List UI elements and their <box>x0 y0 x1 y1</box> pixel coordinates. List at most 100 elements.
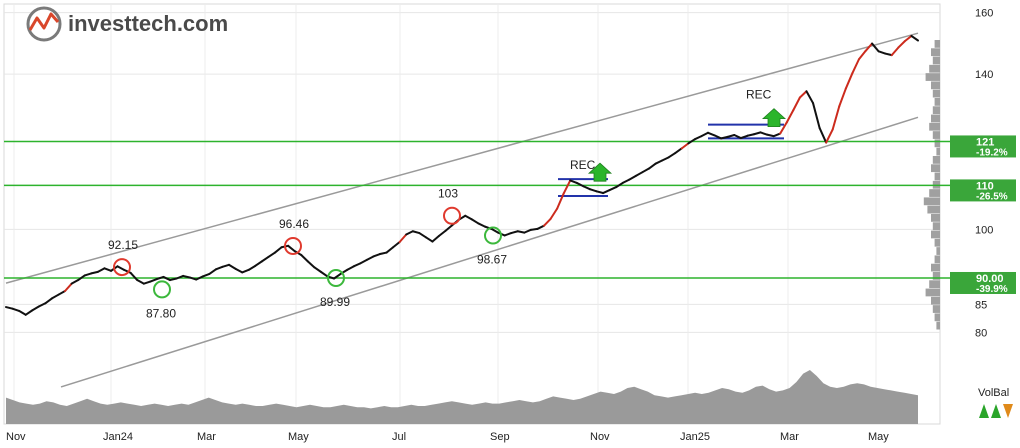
investtech-logo[interactable]: investtech.com <box>26 6 228 42</box>
bottom-marker <box>484 226 502 245</box>
top-value-label: 103 <box>438 187 458 201</box>
price-segment <box>871 42 880 53</box>
price-segment <box>142 280 152 285</box>
price-segment <box>529 227 539 231</box>
price-segment <box>116 265 126 271</box>
price-segment <box>188 276 198 281</box>
volume-profile-bar <box>934 40 940 48</box>
price-segment <box>877 50 887 55</box>
x-tick-label: Jan25 <box>680 431 710 443</box>
volume-profile-bar <box>932 305 940 313</box>
price-segment <box>201 272 211 278</box>
price-segment <box>890 46 900 57</box>
price-segment <box>857 50 867 61</box>
price-segment <box>621 178 631 184</box>
price-segment <box>287 244 296 253</box>
price-segment <box>785 109 795 124</box>
price-segment <box>346 265 355 271</box>
volume-label: VolBal <box>978 387 1009 399</box>
support-level-value: 121 <box>976 136 994 148</box>
price-segment <box>733 134 742 140</box>
price-segment <box>720 135 729 140</box>
price-segment <box>70 279 80 285</box>
price-segment <box>549 207 559 220</box>
price-segment <box>477 222 486 228</box>
price-segment <box>582 185 591 191</box>
price-segment <box>418 232 427 239</box>
volume-profile-bar <box>932 272 940 280</box>
volume-profile-bar <box>929 64 940 73</box>
price-segment <box>818 126 828 144</box>
top-marker <box>284 237 302 256</box>
price-segment <box>438 229 447 237</box>
price-segment <box>766 133 775 138</box>
price-segment <box>654 159 664 165</box>
price-segment <box>411 230 421 235</box>
volume-profile-bar <box>932 89 940 98</box>
volume-profile-bar <box>931 214 940 222</box>
volume-profile-bar <box>932 56 940 65</box>
price-segment <box>385 246 395 254</box>
volume-profile-bar <box>929 280 940 289</box>
x-tick-label: Mar <box>197 431 216 443</box>
volume-profile-bar <box>934 255 940 264</box>
price-segment <box>831 105 841 131</box>
top-value-label: 96.46 <box>279 217 309 231</box>
x-tick-label: Mar <box>780 431 799 443</box>
price-segment <box>693 135 703 141</box>
price-segment <box>96 267 106 273</box>
price-segment <box>575 181 585 188</box>
price-segment <box>844 72 854 90</box>
volume-profile-bar <box>931 48 940 57</box>
pattern-label: REC <box>570 158 596 172</box>
top-value-label: 92.15 <box>108 238 138 252</box>
price-segment <box>707 131 716 137</box>
volume-profile-bar <box>936 247 940 255</box>
volume-profile-bar <box>931 296 940 305</box>
logo-zigzag-icon <box>28 12 60 31</box>
price-segment <box>726 134 736 138</box>
price-segment <box>884 52 893 57</box>
price-segment <box>11 307 21 312</box>
price-segment <box>674 147 683 155</box>
y-tick-label: 100 <box>975 224 993 236</box>
volume-area-shape <box>6 370 918 424</box>
bottom-marker <box>327 269 345 288</box>
price-segment <box>634 171 644 177</box>
volume-profile-bar <box>929 189 940 197</box>
price-segment <box>405 230 414 236</box>
x-tick-label: Jan24 <box>103 431 133 443</box>
x-tick-label: Nov <box>6 431 26 443</box>
price-segment <box>392 241 401 249</box>
price-segment <box>569 179 578 184</box>
price-segment <box>333 272 342 280</box>
top-bottom-markers: 92.15 96.46 103 87.80 89.99 98.67 <box>108 187 507 321</box>
price-segment <box>759 131 769 136</box>
price-segment <box>615 181 624 189</box>
price-segment <box>825 128 834 144</box>
price-segment <box>247 264 257 271</box>
volume-profile-bar <box>931 164 940 173</box>
arrow-down-icon <box>1003 404 1013 418</box>
price-segment <box>352 262 362 268</box>
x-tick-label: May <box>868 431 889 443</box>
price-segment <box>556 192 565 210</box>
price-segment <box>812 102 821 129</box>
price-segment <box>641 167 650 174</box>
volume-profile-bar <box>932 106 940 115</box>
price-segment <box>562 179 572 195</box>
price-segment <box>746 133 755 137</box>
price-segment <box>103 267 112 272</box>
volbal-arrows-icon <box>979 404 1013 418</box>
x-tick-label: Nov <box>590 431 610 443</box>
price-segment <box>267 251 277 258</box>
volume-profile-bar <box>932 156 940 164</box>
logo-text: investtech.com <box>68 11 228 36</box>
price-segment <box>628 174 637 181</box>
support-level-pct: -19.2% <box>976 147 1008 158</box>
price-segment <box>175 274 185 280</box>
price-segment <box>772 132 782 138</box>
price-segment <box>44 297 53 305</box>
price-segment <box>83 272 93 277</box>
price-segment <box>792 96 801 112</box>
